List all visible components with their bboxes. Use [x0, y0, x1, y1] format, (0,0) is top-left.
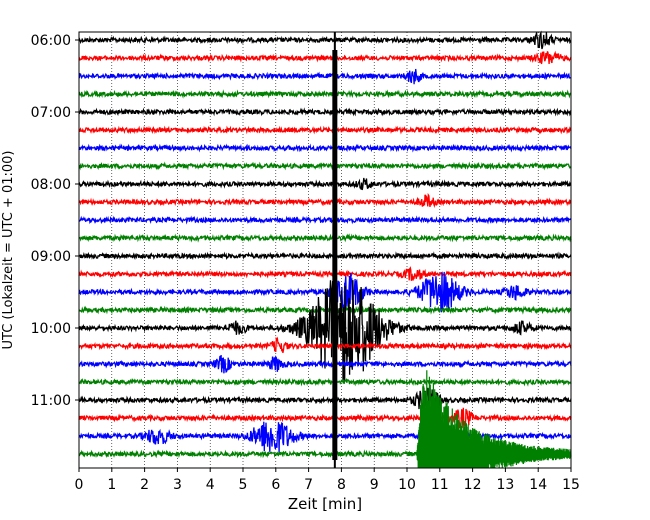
x-tick-label: 14 — [529, 477, 547, 493]
y-tick-label: 09:00 — [31, 249, 71, 265]
x-tick-label: 3 — [173, 477, 182, 493]
x-tick-label: 9 — [370, 477, 379, 493]
x-tick-label: 4 — [206, 477, 215, 493]
trace-0830 — [78, 215, 572, 225]
y-tick-label: 10:00 — [31, 321, 71, 337]
trace-1045 — [78, 377, 572, 387]
trace-0915 — [78, 266, 572, 281]
trace-1000 — [78, 280, 572, 383]
trace-0715 — [78, 125, 572, 135]
x-tick-label: 10 — [398, 477, 416, 493]
trace-1115 — [78, 407, 572, 429]
x-tick-label: 13 — [496, 477, 514, 493]
trace-1030 — [78, 354, 572, 374]
x-tick-label: 0 — [75, 477, 84, 493]
x-axis-ticks: 0 1 2 3 4 5 6 7 8 9 10 11 12 13 14 15 — [75, 468, 580, 493]
trace-0630 — [78, 68, 572, 85]
x-tick-label: 15 — [562, 477, 580, 493]
x-tick-label: 6 — [271, 477, 280, 493]
x-tick-label: 2 — [140, 477, 149, 493]
trace-0800 — [78, 177, 572, 191]
trace-1015 — [78, 336, 572, 354]
x-tick-label: 8 — [337, 477, 346, 493]
trace-1100 — [78, 387, 572, 410]
x-tick-label: 12 — [464, 477, 482, 493]
trace-0615 — [78, 50, 572, 65]
y-tick-label: 08:00 — [31, 177, 71, 193]
y-axis-label: UTC (Lokalzeit = UTC + 01:00) — [1, 151, 16, 350]
trace-0730 — [78, 143, 572, 153]
event-overlays — [332, 32, 572, 469]
trace-0745 — [78, 161, 572, 171]
grid-lines — [78, 32, 572, 468]
x-tick-label: 11 — [431, 477, 449, 493]
trace-0600 — [78, 30, 572, 50]
trace-0700 — [78, 107, 572, 117]
trace-0900 — [78, 251, 572, 261]
x-axis-label: Zeit [min] — [288, 495, 362, 513]
plot-frame — [78, 31, 572, 469]
trace-0645 — [78, 89, 572, 99]
seismogram-traces — [78, 30, 572, 459]
trace-0845 — [78, 233, 572, 243]
seismic-burst — [416, 370, 572, 469]
y-tick-label: 11:00 — [31, 393, 71, 409]
x-tick-label: 5 — [239, 477, 248, 493]
x-tick-label: 1 — [107, 477, 116, 493]
y-tick-label: 07:00 — [31, 105, 71, 121]
x-tick-label: 7 — [304, 477, 313, 493]
trace-0815 — [78, 192, 572, 209]
y-axis-ticks: 06:00 07:00 08:00 09:00 10:00 11:00 — [31, 33, 79, 409]
y-tick-label: 06:00 — [31, 33, 71, 49]
